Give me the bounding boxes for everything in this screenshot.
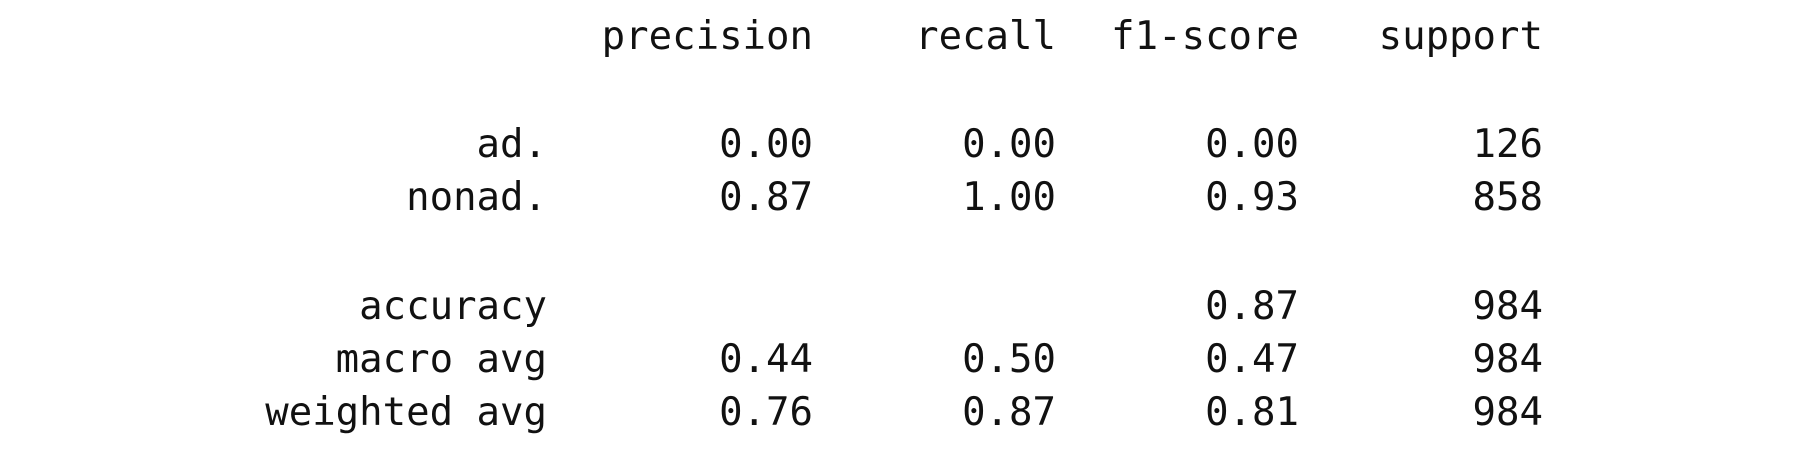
f1-value: 0.00 bbox=[1205, 122, 1299, 167]
f1-value: 0.87 bbox=[1205, 284, 1299, 329]
f1-value: 0.93 bbox=[1205, 175, 1299, 220]
precision-value bbox=[560, 284, 813, 330]
precision-value: 0.00 bbox=[719, 122, 813, 167]
row-label: macro avg bbox=[335, 337, 547, 382]
support-value: 984 bbox=[1472, 337, 1543, 382]
support-value: 984 bbox=[1472, 284, 1543, 329]
recall-value: 1.00 bbox=[962, 175, 1056, 220]
f1-value: 0.47 bbox=[1205, 337, 1299, 382]
precision-value: 0.76 bbox=[719, 390, 813, 435]
header-f1-score: f1-score bbox=[1111, 14, 1299, 59]
header-precision: precision bbox=[601, 14, 813, 59]
header-support: support bbox=[1378, 14, 1543, 59]
row-label: ad. bbox=[476, 122, 547, 167]
support-value: 126 bbox=[1472, 122, 1543, 167]
support-value: 858 bbox=[1472, 175, 1543, 220]
row-label: accuracy bbox=[359, 284, 547, 329]
row-label: nonad. bbox=[406, 175, 547, 220]
header-recall: recall bbox=[915, 14, 1056, 59]
recall-value: 0.50 bbox=[962, 337, 1056, 382]
support-value: 984 bbox=[1472, 390, 1543, 435]
row-label: weighted avg bbox=[265, 390, 547, 435]
precision-value: 0.44 bbox=[719, 337, 813, 382]
recall-value: 0.87 bbox=[962, 390, 1056, 435]
recall-value bbox=[820, 284, 1056, 330]
f1-value: 0.81 bbox=[1205, 390, 1299, 435]
recall-value: 0.00 bbox=[962, 122, 1056, 167]
precision-value: 0.87 bbox=[719, 175, 813, 220]
